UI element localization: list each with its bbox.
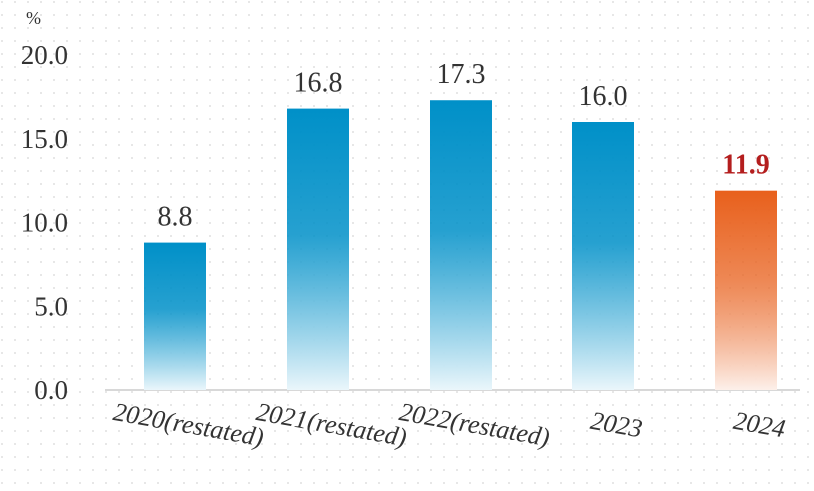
bar xyxy=(715,190,777,390)
y-tick-label: 15.0 xyxy=(21,124,68,154)
y-tick-label: 0.0 xyxy=(34,375,68,405)
bar xyxy=(572,122,634,390)
bar xyxy=(287,108,349,390)
value-label: 8.8 xyxy=(158,202,193,233)
value-label: 17.3 xyxy=(437,59,486,90)
y-tick-label: 10.0 xyxy=(21,208,68,238)
unit-label: % xyxy=(26,8,41,28)
bars-group xyxy=(144,100,777,390)
y-axis-ticks: 0.0 5.0 10.0 15.0 20.0 xyxy=(21,40,68,405)
bar xyxy=(144,242,206,390)
value-labels-group: 8.8 16.8 17.3 16.0 11.9 xyxy=(158,59,770,232)
value-label: 16.0 xyxy=(579,81,628,112)
value-label: 16.8 xyxy=(294,68,343,99)
value-label: 11.9 xyxy=(722,150,769,181)
y-tick-label: 20.0 xyxy=(21,40,68,70)
y-tick-label: 5.0 xyxy=(34,291,68,321)
bar xyxy=(430,100,492,390)
